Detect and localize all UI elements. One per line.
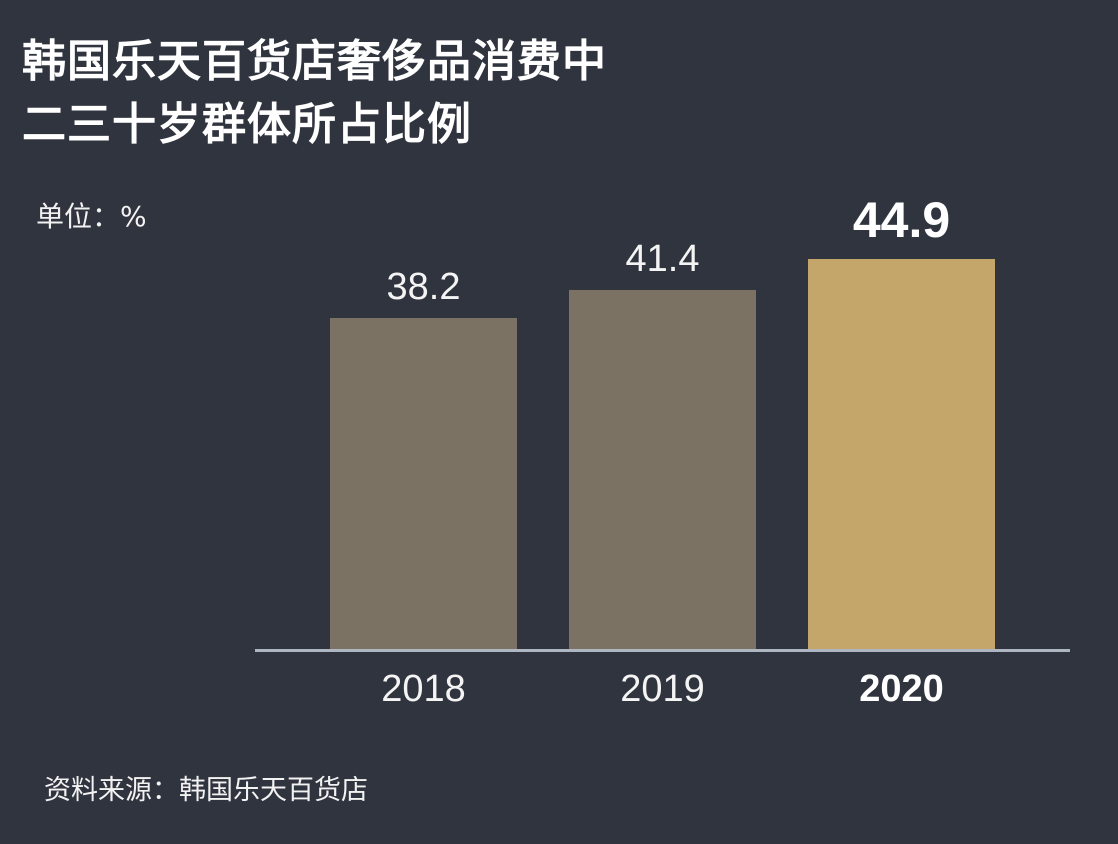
bar-value-label: 41.4 [625,238,700,280]
bar-plot-area: 38.2 41.4 44.9 [255,0,1070,652]
source-label: 资料来源：韩国乐天百货店 [44,775,368,806]
unit-label: 单位：% [36,200,147,233]
chart-title: 韩国乐天百货店奢侈品消费中 二三十岁群体所占比例 [22,30,782,156]
chart-title-line-2: 二三十岁群体所占比例 [22,99,472,150]
x-axis-label-2019: 2019 [620,668,705,710]
bar-value-label: 44.9 [852,192,951,248]
x-axis-label-2020: 2020 [859,668,944,710]
bar-2019 [569,290,756,650]
bar-value-label: 38.2 [386,266,461,308]
x-axis-line [255,649,1070,652]
bar-2018 [330,318,517,650]
x-axis-label-2018: 2018 [381,668,466,710]
bar-2020 [808,259,995,650]
chart-title-line-1: 韩国乐天百货店奢侈品消费中 [22,36,607,87]
